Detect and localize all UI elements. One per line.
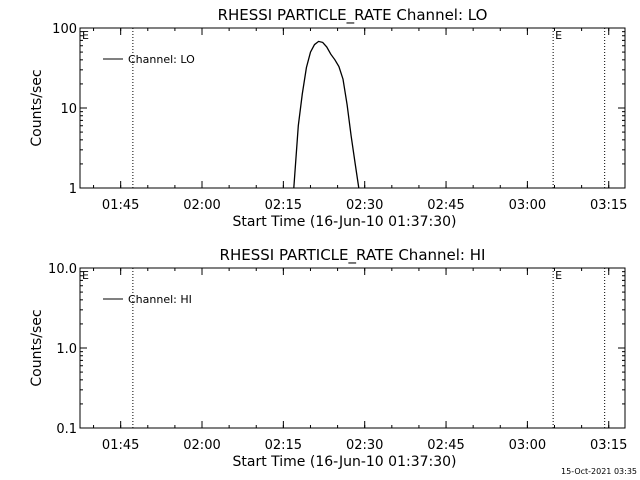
x-tick-label: 01:45 (102, 198, 139, 213)
y-tick-label: 1 (69, 182, 77, 197)
x-tick-label: 02:00 (183, 198, 220, 213)
panel-hi: RHESSI PARTICLE_RATE Channel: HI 01:45 02:… (29, 246, 627, 470)
chart-title: RHESSI PARTICLE_RATE Channel: LO (218, 6, 488, 25)
y-tick-label: 10 (60, 102, 77, 117)
legend-label: Channel: HI (128, 293, 192, 306)
x-axis-label: Start Time (16-Jun-10 01:37:30) (233, 214, 457, 230)
y-axis-label: Counts/sec (29, 309, 45, 386)
x-tick-label: 03:00 (509, 438, 546, 453)
event-marker-label: E (555, 269, 562, 282)
panel-lo: RHESSI PARTICLE_RATE Channel: LO 01:45 02:… (29, 6, 627, 230)
x-tick-label: 02:15 (265, 438, 302, 453)
event-marker-label: E (82, 29, 89, 42)
footer-timestamp: 15-Oct-2021 03:35 (561, 467, 637, 476)
y-tick-label: 10.0 (48, 262, 77, 277)
x-tick-label: 02:45 (427, 438, 464, 453)
x-tick-label: 02:30 (346, 438, 383, 453)
x-tick-label: 03:00 (509, 198, 546, 213)
series-line-channel-lo (293, 40, 360, 189)
x-axis-label: Start Time (16-Jun-10 01:37:30) (233, 454, 457, 470)
x-tick-label: 02:00 (183, 438, 220, 453)
plot-frame (79, 27, 626, 189)
x-tick-label: 02:15 (265, 198, 302, 213)
x-tick-label: 03:15 (590, 198, 627, 213)
x-tick-label: 02:30 (346, 198, 383, 213)
event-marker-label: E (555, 29, 562, 42)
legend-label: Channel: LO (128, 53, 195, 66)
plot-frame (79, 267, 626, 429)
y-tick-label: 100 (52, 22, 77, 37)
x-tick-label: 02:45 (427, 198, 464, 213)
event-marker-label: E (82, 269, 89, 282)
y-tick-label: 1.0 (56, 342, 77, 357)
y-tick-label: 0.1 (56, 422, 77, 437)
x-tick-label: 03:15 (590, 438, 627, 453)
x-tick-label: 01:45 (102, 438, 139, 453)
chart-title: RHESSI PARTICLE_RATE Channel: HI (220, 246, 486, 265)
y-axis-label: Counts/sec (29, 69, 45, 146)
